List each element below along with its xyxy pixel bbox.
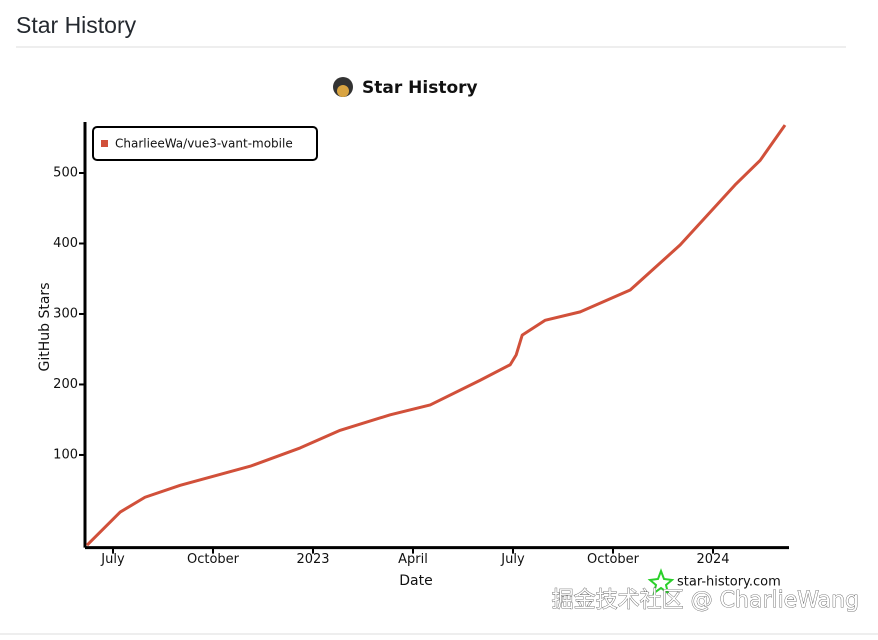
x-tick-label: July <box>500 552 525 567</box>
y-axis-label: GitHub Stars <box>37 283 53 372</box>
legend-swatch <box>101 140 108 147</box>
y-tick-label: 400 <box>53 236 78 251</box>
chart-title: Star History <box>362 78 478 98</box>
x-tick-label: 2024 <box>696 552 729 567</box>
x-tick-label: October <box>587 552 640 567</box>
y-tick-label: 300 <box>53 306 78 321</box>
legend-label: CharlieeWa/vue3-vant-mobile <box>115 137 293 151</box>
x-axis-label: Date <box>399 573 432 589</box>
y-tick-label: 500 <box>53 165 78 180</box>
credit-icon <box>647 568 675 596</box>
y-tick-label: 100 <box>53 447 78 462</box>
x-tick-label: 2023 <box>296 552 329 567</box>
y-tick-label: 200 <box>53 377 78 392</box>
series-line <box>85 124 787 547</box>
x-tick-label: October <box>187 552 240 567</box>
x-tick-label: April <box>398 552 428 567</box>
credit: star-history.com <box>677 575 781 590</box>
legend-box <box>92 126 318 161</box>
plot: 100 200 300 400 500 July October 2023 April July O… <box>53 122 789 567</box>
watermark: 掘金技术社区 @ CharlieWang <box>552 588 859 613</box>
x-tick-label: July <box>100 552 125 567</box>
logo <box>337 85 349 97</box>
page-title: Star History <box>16 12 137 38</box>
